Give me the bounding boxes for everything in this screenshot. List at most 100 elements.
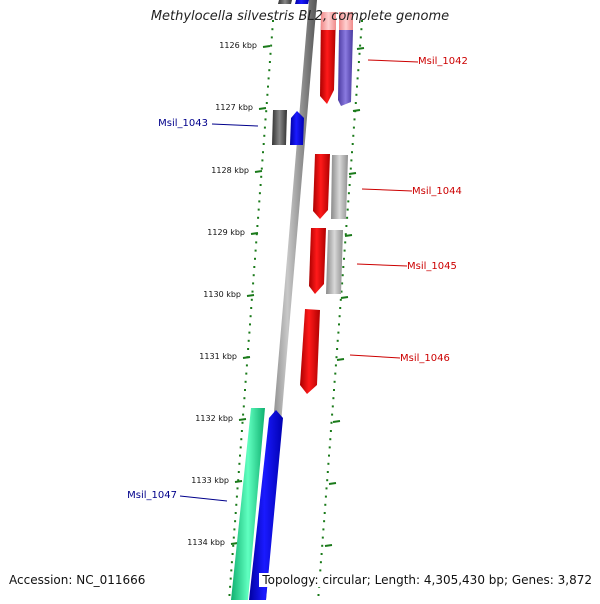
track-dot (237, 479, 240, 482)
scale-tick (234, 480, 243, 483)
track-dot (333, 389, 335, 391)
gene-label-leader (211, 123, 259, 127)
track-dot (347, 200, 350, 203)
track-dot (358, 52, 361, 55)
gene-msil-1047-green (231, 408, 265, 600)
gene-label: Msil_1046 (400, 353, 450, 364)
scale-tick (348, 172, 357, 175)
track-dot (336, 348, 339, 350)
gene-pink-fragment (321, 12, 336, 30)
track-dot (230, 561, 233, 564)
track-dot (245, 372, 248, 375)
track-dot (337, 331, 340, 334)
track-dot (240, 438, 243, 441)
track-dot (245, 364, 248, 367)
track-dot (356, 85, 358, 88)
track-dot (354, 102, 357, 104)
scale-tick (238, 418, 247, 421)
right-dotted-track (317, 20, 363, 596)
gene-label: Msil_1045 (407, 261, 457, 272)
track-dot (343, 249, 346, 252)
track-dot (238, 462, 241, 465)
gene-label-leader (356, 263, 408, 267)
track-dot (346, 216, 349, 219)
track-dot (331, 413, 334, 416)
track-dot (345, 225, 348, 227)
gene-label: Msil_1043 (158, 118, 208, 129)
track-dot (250, 307, 253, 309)
track-dot (247, 348, 250, 350)
track-dot (270, 44, 273, 47)
track-dot (240, 430, 243, 432)
track-dot (348, 184, 351, 186)
track-dot (319, 561, 322, 564)
accession-text: Accession: NC_011666 (9, 573, 146, 587)
track-dot (234, 520, 237, 523)
scale-tick (336, 358, 345, 361)
track-dot (333, 380, 336, 383)
track-dot (265, 110, 268, 113)
gene-msil-1043 (290, 111, 304, 145)
tick-label: 1132 kbp (195, 414, 233, 423)
track-dot (339, 307, 342, 309)
gene-top-partial-grey (278, 0, 292, 4)
track-dot (262, 143, 265, 145)
tick-label: 1129 kbp (207, 228, 245, 237)
track-dot (268, 61, 271, 63)
gene-msil-1044 (313, 154, 330, 219)
track-dot (242, 405, 245, 408)
gene-label-leader (349, 354, 401, 359)
scale-tick (356, 47, 365, 50)
track-dot (330, 421, 333, 424)
gene-label-leader (361, 188, 413, 192)
track-dot (344, 233, 347, 236)
tick-label: 1134 kbp (187, 538, 225, 547)
track-dot (257, 208, 260, 211)
track-dot (260, 175, 263, 178)
track-dot (351, 151, 353, 154)
track-dot (339, 298, 342, 301)
genome-title: Methylocella silvestris BL2, complete ge… (150, 9, 450, 24)
track-dot (255, 233, 258, 236)
track-dot (267, 77, 270, 80)
track-dot (332, 397, 335, 400)
track-dot (235, 495, 238, 498)
track-dot (266, 93, 269, 96)
track-dot (357, 61, 360, 63)
track-dot (249, 315, 252, 318)
track-dot (331, 405, 334, 408)
scale-ticks: 1126 kbp 1127 kbp 1128 kbp 1129 kbp 1130 kbp… (187, 41, 365, 547)
track-dot (258, 192, 261, 195)
track-dot (321, 544, 324, 547)
track-dot (249, 323, 251, 326)
track-dot (272, 20, 274, 22)
scale-tick (230, 542, 239, 545)
gene-labels: Msil_1042 Msil_1043 Msil_1044 Msil_1045 Msil… (127, 56, 468, 502)
track-dot (320, 553, 323, 555)
gene-msil-1042-b-top (339, 12, 353, 30)
track-dot (243, 397, 246, 400)
gene-label-leader (179, 495, 228, 502)
track-dot (259, 184, 262, 186)
track-dot (352, 126, 355, 129)
scale-tick (250, 232, 259, 235)
track-dot (252, 274, 255, 277)
track-dot (334, 364, 337, 367)
track-dot (319, 569, 322, 572)
track-dot (349, 175, 352, 178)
track-dot (321, 536, 324, 539)
track-dot (360, 28, 363, 31)
track-dot (317, 594, 320, 596)
track-dot (250, 298, 253, 301)
track-dot (327, 462, 330, 465)
track-dot (254, 257, 256, 260)
track-dot (352, 134, 355, 137)
track-dot (324, 503, 327, 506)
track-dot (361, 20, 363, 22)
track-dot (244, 380, 247, 383)
track-dot (270, 36, 273, 39)
scale-tick (328, 482, 337, 485)
scale-tick (332, 420, 341, 423)
track-dot (231, 553, 234, 555)
